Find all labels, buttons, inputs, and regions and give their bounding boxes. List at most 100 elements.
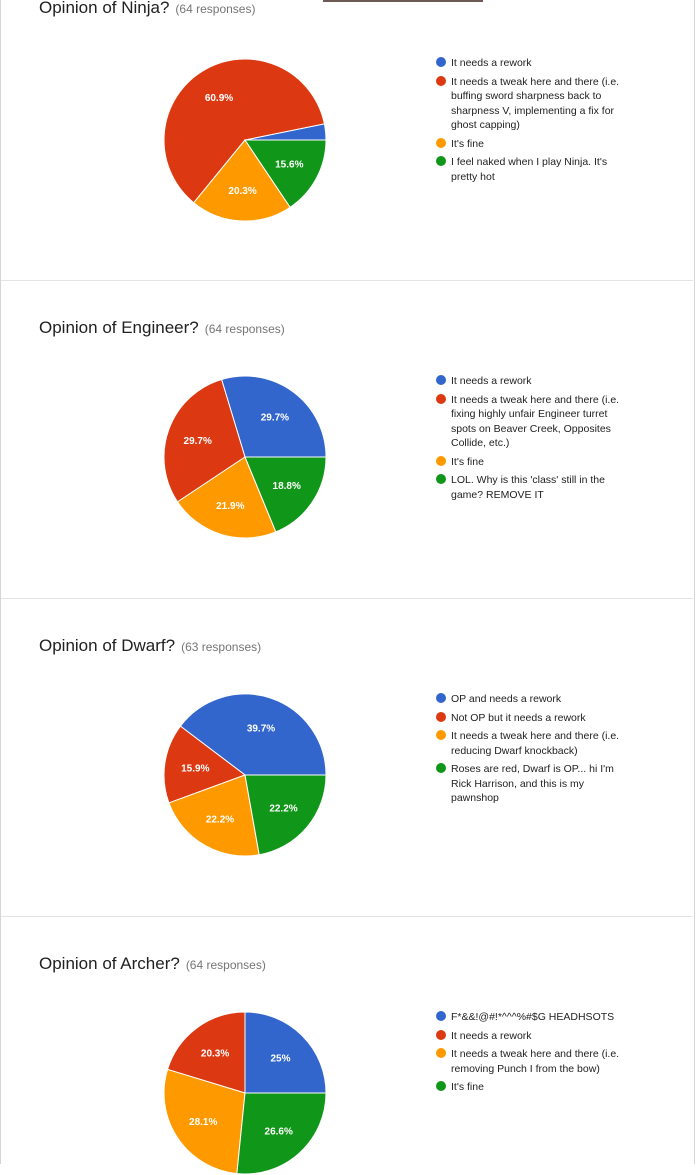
legend-item: OP and needs a rework	[436, 692, 631, 707]
legend-item: It needs a rework	[436, 374, 631, 389]
legend-item: Not OP but it needs a rework	[436, 711, 631, 726]
legend-label: It needs a tweak here and there (i.e. re…	[451, 1048, 620, 1075]
legend-label: It needs a tweak here and there (i.e. fi…	[451, 393, 620, 450]
slice-percentage-label: 20.3%	[228, 186, 256, 197]
slice-percentage-label: 29.7%	[184, 436, 212, 447]
legend-label: It's fine	[451, 1081, 484, 1093]
slice-percentage-label: 28.1%	[189, 1117, 217, 1128]
legend-label: It needs a tweak here and there (i.e. re…	[451, 730, 620, 757]
question-text: Opinion of Ninja?	[39, 0, 170, 17]
legend-color-dot-icon	[436, 730, 446, 740]
slice-percentage-label: 22.2%	[206, 815, 234, 826]
legend-item: It needs a tweak here and there (i.e. re…	[436, 729, 631, 758]
legend-engineer: It needs a rework It needs a tweak here a…	[436, 374, 631, 506]
legend-item: It needs a tweak here and there (i.e. fi…	[436, 393, 631, 451]
slice-percentage-label: 15.9%	[181, 764, 209, 775]
legend-item: It needs a tweak here and there (i.e. bu…	[436, 75, 631, 133]
pie-chart-engineer: 29.7% 29.7% 21.9% 18.8%	[163, 375, 327, 539]
legend-item: I feel naked when I play Ninja. It's pre…	[436, 155, 631, 184]
legend-color-dot-icon	[436, 1048, 446, 1058]
legend-item: F*&&!@#!*^^^%#$G HEADHSOTS	[436, 1010, 631, 1025]
response-count: (64 responses)	[185, 958, 266, 972]
legend-color-dot-icon	[436, 1011, 446, 1021]
legend-color-dot-icon	[436, 375, 446, 385]
pie-slice	[244, 456, 327, 533]
pie-slice	[163, 725, 247, 804]
section-divider	[1, 598, 693, 599]
legend-color-dot-icon	[436, 75, 446, 86]
pie-slice	[163, 58, 325, 204]
legend-item: It's fine	[436, 455, 631, 470]
pie-slice	[163, 378, 246, 503]
question-title-engineer: Opinion of Engineer? (64 responses)	[39, 318, 285, 338]
pie-slice	[168, 774, 260, 857]
section-divider	[1, 280, 693, 281]
response-count: (63 responses)	[181, 640, 262, 654]
slice-percentage-label: 39.7%	[247, 723, 275, 734]
top-accent-bar	[323, 0, 483, 2]
legend-label: Not OP but it needs a rework	[451, 711, 586, 724]
pie-slice	[220, 375, 327, 458]
slice-percentage-label: 15.6%	[275, 160, 303, 171]
question-text: Opinion of Engineer?	[39, 318, 199, 337]
response-count: (64 responses)	[175, 2, 256, 16]
legend-ninja: It needs a rework It needs a tweak here a…	[436, 56, 631, 188]
pie-chart-ninja: 60.9% 20.3% 15.6%	[163, 58, 327, 222]
pie-slice	[176, 456, 277, 539]
page-border-right	[694, 0, 695, 1164]
legend-item: Roses are red, Dwarf is OP... hi I'm Ric…	[436, 762, 631, 806]
pie-slice	[244, 774, 327, 856]
legend-label: OP and needs a rework	[451, 693, 562, 705]
pie-slice	[244, 1011, 327, 1094]
legend-color-dot-icon	[436, 57, 446, 67]
legend-item: It needs a rework	[436, 1029, 631, 1044]
legend-label: LOL. Why is this 'class' still in the ga…	[451, 474, 605, 501]
legend-color-dot-icon	[436, 474, 446, 484]
legend-color-dot-icon	[436, 711, 446, 722]
question-title-ninja: Opinion of Ninja? (64 responses)	[39, 0, 255, 18]
legend-label: It needs a rework	[451, 1029, 532, 1042]
legend-archer: F*&&!@#!*^^^%#$G HEADHSOTS It needs a rew…	[436, 1010, 631, 1099]
slice-percentage-label: 25%	[270, 1054, 290, 1065]
response-count: (64 responses)	[204, 322, 285, 336]
legend-color-dot-icon	[436, 1029, 446, 1040]
section-divider	[1, 916, 693, 917]
legend-label: Roses are red, Dwarf is OP... hi I'm Ric…	[451, 763, 614, 804]
legend-color-dot-icon	[436, 1081, 446, 1091]
question-text: Opinion of Archer?	[39, 954, 180, 973]
legend-label: It needs a rework	[451, 375, 532, 387]
slice-percentage-label: 18.8%	[273, 481, 301, 492]
legend-item: It needs a rework	[436, 56, 631, 71]
legend-item: LOL. Why is this 'class' still in the ga…	[436, 473, 631, 502]
legend-color-dot-icon	[436, 393, 446, 404]
slice-percentage-label: 21.9%	[216, 501, 244, 512]
pie-chart-archer: 25% 20.3% 28.1% 26.6%	[163, 1011, 327, 1175]
question-title-dwarf: Opinion of Dwarf? (63 responses)	[39, 636, 261, 656]
legend-label: F*&&!@#!*^^^%#$G HEADHSOTS	[451, 1011, 615, 1023]
page-border-left	[0, 0, 1, 1164]
slice-percentage-label: 22.2%	[269, 803, 297, 814]
slice-percentage-label: 20.3%	[201, 1049, 229, 1060]
pie-slice	[244, 139, 327, 208]
pie-chart-dwarf: 39.7% 15.9% 22.2% 22.2%	[163, 693, 327, 857]
question-title-archer: Opinion of Archer? (64 responses)	[39, 954, 266, 974]
legend-dwarf: OP and needs a rework Not OP but it needs…	[436, 692, 631, 810]
legend-label: It's fine	[451, 137, 484, 150]
legend-label: It's fine	[451, 455, 484, 468]
pie-slice	[193, 139, 291, 222]
legend-color-dot-icon	[436, 455, 446, 466]
legend-item: It's fine	[436, 137, 631, 152]
legend-item: It needs a tweak here and there (i.e. re…	[436, 1047, 631, 1076]
legend-color-dot-icon	[436, 137, 446, 148]
pie-slice	[179, 693, 327, 776]
pie-slice	[166, 1011, 246, 1094]
legend-label: It needs a rework	[451, 57, 532, 69]
legend-label: I feel naked when I play Ninja. It's pre…	[451, 156, 608, 183]
legend-color-dot-icon	[436, 156, 446, 166]
slice-percentage-label: 60.9%	[205, 93, 233, 104]
legend-label: It needs a tweak here and there (i.e. bu…	[451, 75, 620, 132]
question-text: Opinion of Dwarf?	[39, 636, 176, 655]
legend-color-dot-icon	[436, 763, 446, 773]
slice-percentage-label: 29.7%	[261, 413, 289, 424]
legend-color-dot-icon	[436, 693, 446, 703]
